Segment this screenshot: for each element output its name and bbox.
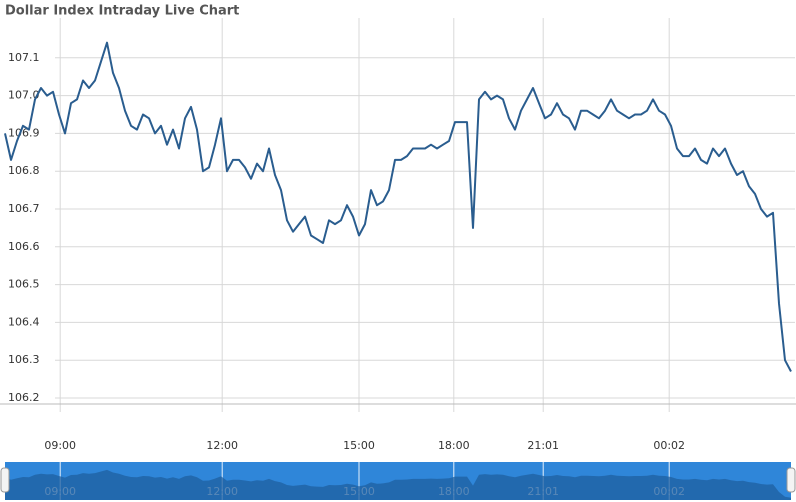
y-tick-label: 106.3 xyxy=(8,353,40,366)
x-tick-label: 15:00 xyxy=(343,439,375,452)
y-tick-label: 106.4 xyxy=(8,315,40,328)
y-tick-label: 106.6 xyxy=(8,240,40,253)
chart-title: Dollar Index Intraday Live Chart xyxy=(5,4,239,19)
x-tick-label: 09:00 xyxy=(44,439,76,452)
x-tick-label: 18:00 xyxy=(438,439,470,452)
line-series xyxy=(4,41,792,372)
navigator-handle-right[interactable] xyxy=(786,467,796,493)
y-tick-label: 107.1 xyxy=(8,51,40,64)
y-tick-label: 106.2 xyxy=(8,391,40,404)
y-tick-label: 106.7 xyxy=(8,202,40,215)
y-tick-label: 106.8 xyxy=(8,164,40,177)
navigator-handle-left[interactable] xyxy=(0,467,10,493)
y-tick-label: 106.9 xyxy=(8,126,40,139)
navigator-area xyxy=(5,469,791,500)
x-tick-label: 00:02 xyxy=(653,439,685,452)
x-tick-label: 12:00 xyxy=(206,439,238,452)
x-tick-label: 21:01 xyxy=(527,439,559,452)
y-tick-label: 107.0 xyxy=(8,89,40,102)
y-tick-label: 106.5 xyxy=(8,278,40,291)
